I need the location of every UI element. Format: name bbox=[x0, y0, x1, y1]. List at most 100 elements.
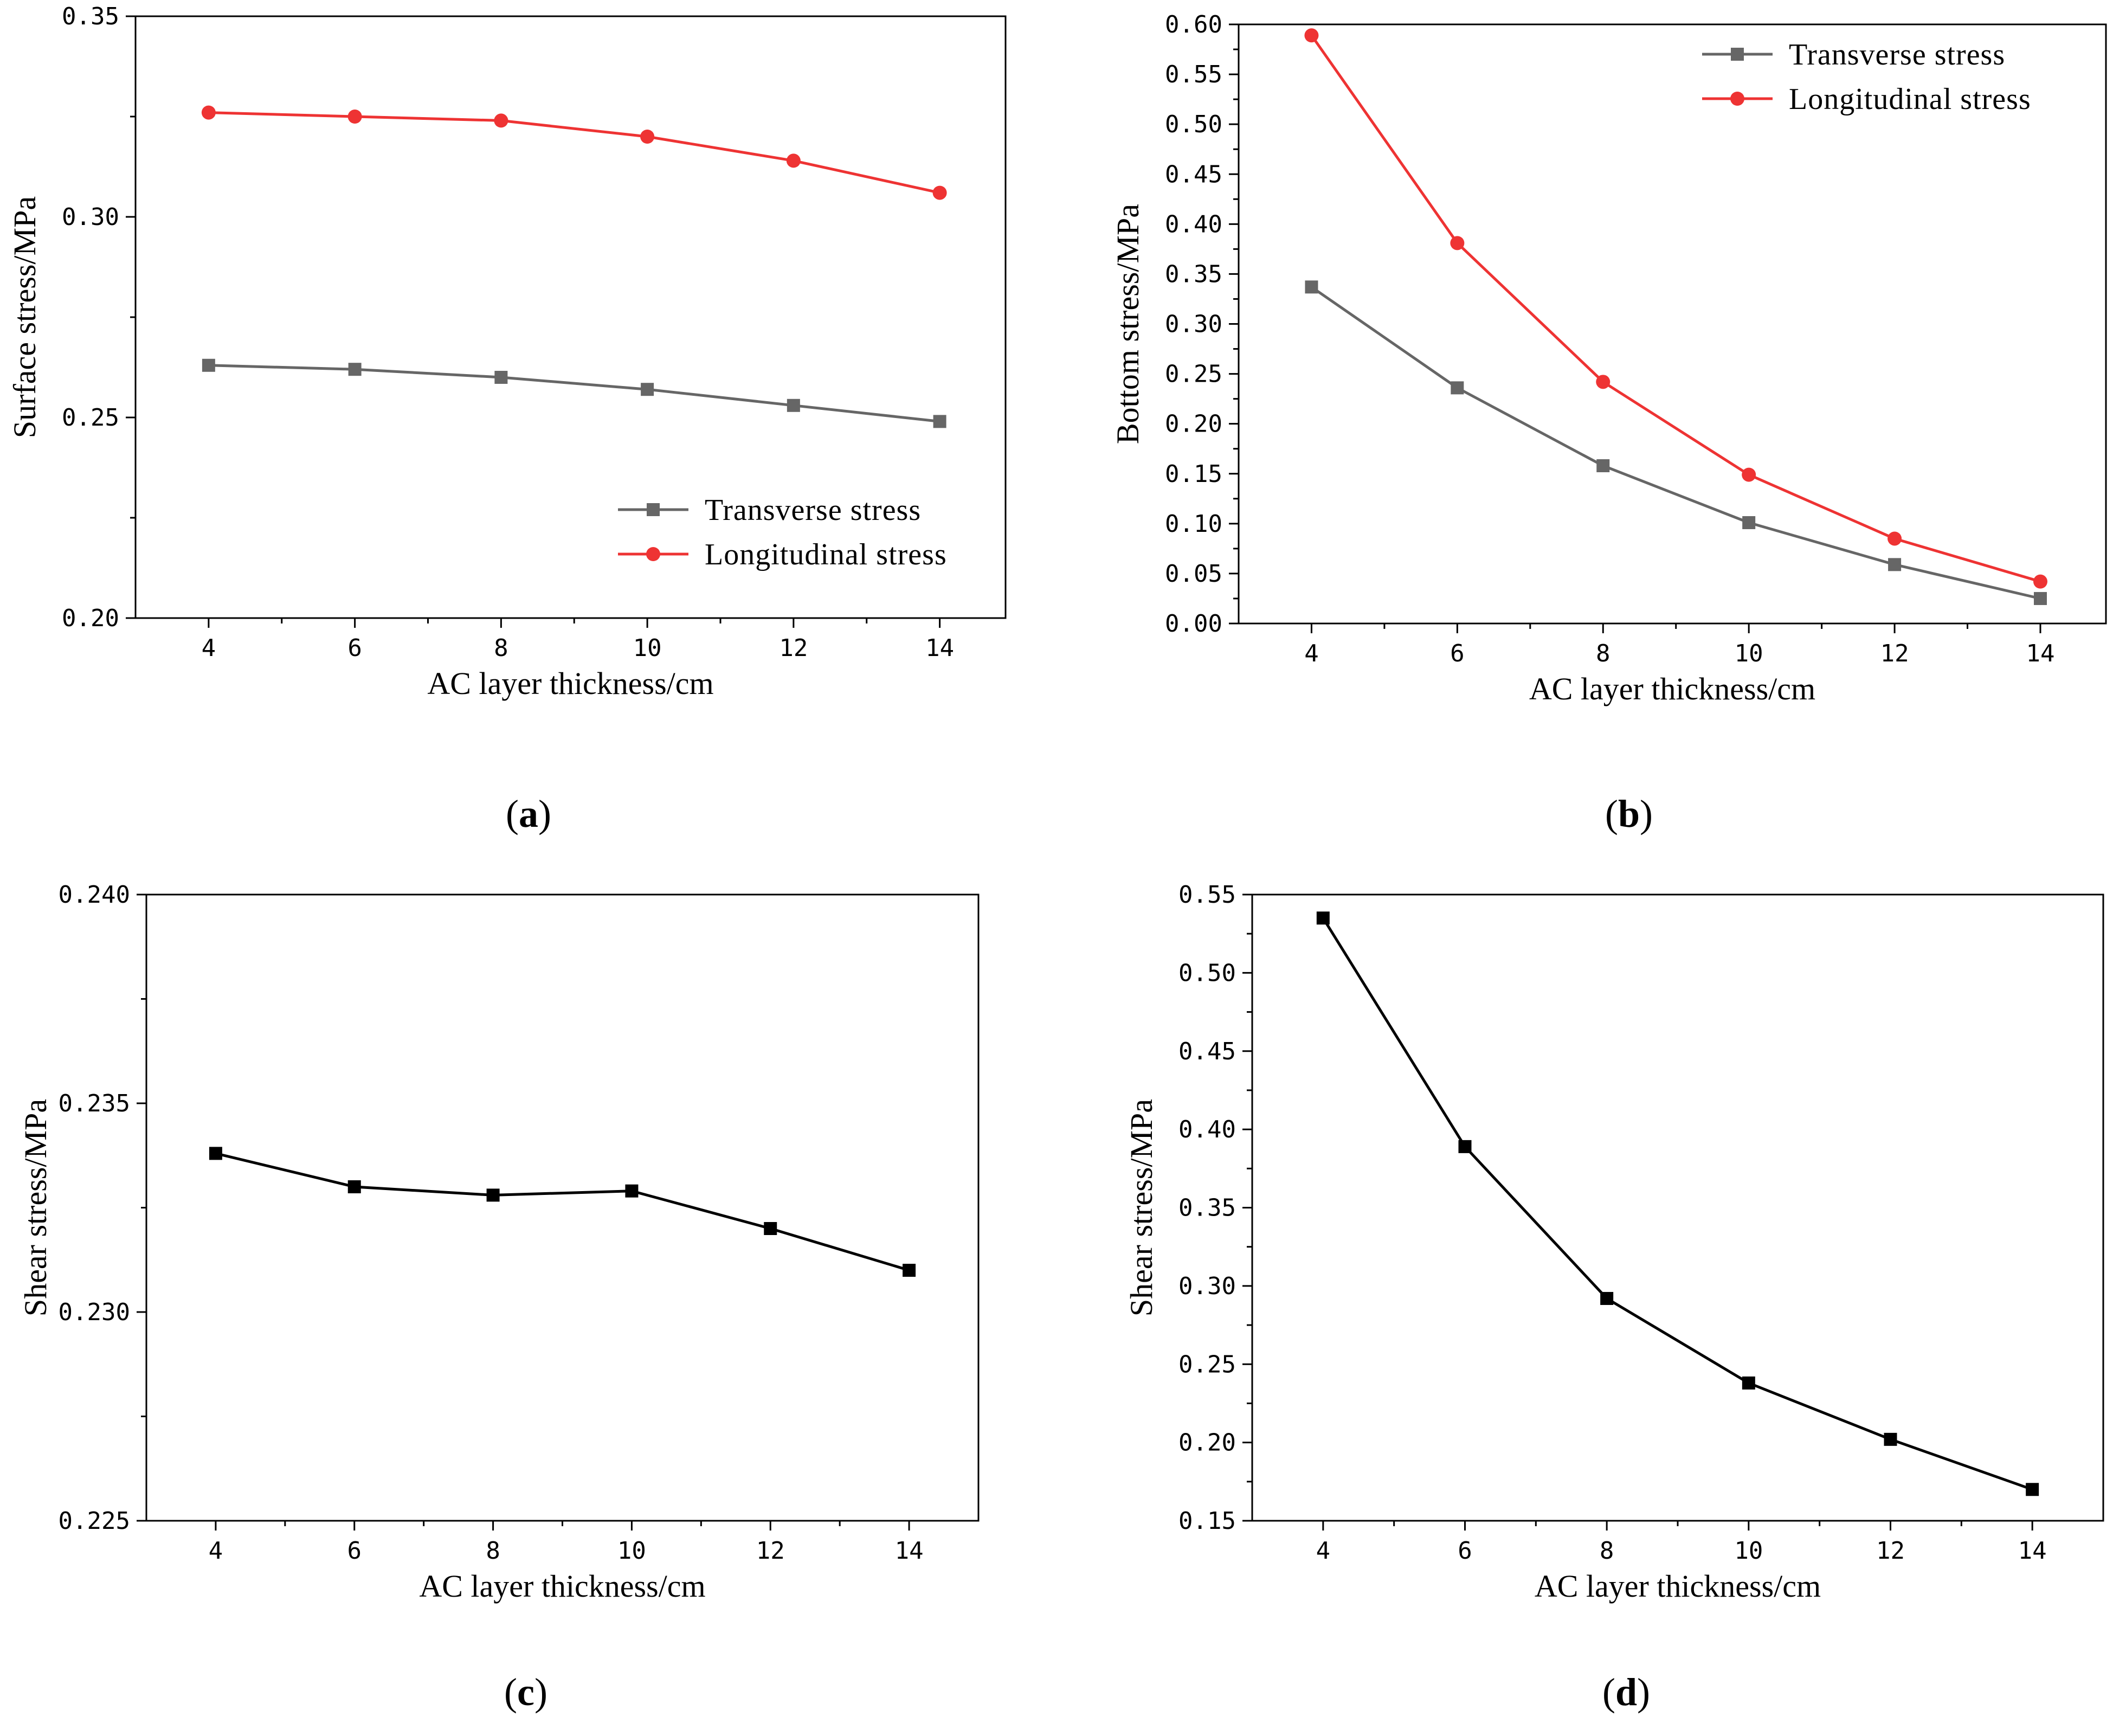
panel-caption: (d) bbox=[1602, 1670, 1650, 1714]
caption-part: c bbox=[517, 1670, 534, 1714]
x-axis-label: AC layer thickness/cm bbox=[419, 1568, 705, 1604]
legend-label: Longitudinal stress bbox=[1789, 82, 2031, 116]
series-line-0 bbox=[1311, 286, 2041, 600]
data-point bbox=[1596, 459, 1610, 473]
data-point bbox=[202, 358, 215, 372]
y-tick-label: 0.60 bbox=[1165, 11, 1222, 38]
data-point bbox=[933, 415, 946, 428]
panel-caption: (c) bbox=[504, 1670, 547, 1714]
legend-marker bbox=[1730, 92, 1744, 106]
y-axis-label: Shear stress/MPa bbox=[1124, 1099, 1159, 1316]
y-tick-label: 0.15 bbox=[1165, 460, 1222, 488]
y-axis-label: Shear stress/MPa bbox=[18, 1099, 53, 1316]
caption-part: a bbox=[519, 792, 538, 835]
x-tick-label: 4 bbox=[1304, 640, 1319, 667]
data-point bbox=[1305, 280, 1318, 294]
y-tick-label: 0.20 bbox=[62, 605, 119, 632]
x-axis-label: AC layer thickness/cm bbox=[427, 666, 713, 701]
data-point bbox=[640, 130, 655, 144]
caption-part: b bbox=[1618, 792, 1640, 835]
data-point bbox=[494, 113, 508, 128]
data-point bbox=[1450, 236, 1465, 250]
y-tick-label: 0.20 bbox=[1178, 1429, 1236, 1457]
caption-part: ( bbox=[506, 792, 519, 835]
chart-panel-b: 0.00 0.05 0.10 0.15 0.20 0.25 0.30 0.35 0.40 0.45… bbox=[1110, 11, 2107, 835]
x-tick-label: 4 bbox=[209, 1537, 223, 1565]
data-point bbox=[209, 1147, 222, 1160]
data-point bbox=[1451, 381, 1464, 395]
x-tick-label: 4 bbox=[202, 634, 216, 662]
chart-panel-a: 0.20 0.25 0.30 0.35 4 6 8 10 12 14 AC layer thickn… bbox=[7, 3, 1007, 835]
series-line-0 bbox=[215, 1152, 910, 1272]
legend-label: Transverse stress bbox=[1789, 38, 2005, 72]
panel-caption: (a) bbox=[506, 792, 551, 835]
y-tick-label: 0.35 bbox=[62, 3, 119, 30]
caption-part: ( bbox=[1602, 1670, 1615, 1714]
data-point bbox=[1600, 1291, 1614, 1305]
data-point bbox=[786, 153, 801, 168]
x-axis-label: AC layer thickness/cm bbox=[1529, 671, 1815, 706]
series-line-1 bbox=[208, 111, 940, 195]
x-tick-label: 10 bbox=[1735, 640, 1763, 667]
y-tick-label: 0.25 bbox=[1178, 1351, 1236, 1378]
x-tick-label: 8 bbox=[486, 1537, 500, 1565]
caption-part: ) bbox=[1637, 1670, 1650, 1714]
data-point bbox=[764, 1222, 777, 1235]
x-tick-label: 12 bbox=[779, 634, 808, 662]
x-tick-label: 12 bbox=[1876, 1537, 1905, 1565]
data-point bbox=[1304, 28, 1319, 43]
x-tick-label: 6 bbox=[347, 634, 362, 662]
y-axis-label: Bottom stress/MPa bbox=[1110, 204, 1145, 444]
x-tick-label: 8 bbox=[1600, 1537, 1614, 1565]
y-tick-label: 0.55 bbox=[1178, 881, 1236, 909]
x-tick-label: 12 bbox=[1880, 640, 1909, 667]
legend-label: Transverse stress bbox=[705, 493, 921, 527]
x-tick-label: 4 bbox=[1316, 1537, 1331, 1565]
series-line-1 bbox=[1310, 34, 2041, 583]
plot-frame bbox=[145, 893, 980, 1522]
x-tick-label: 14 bbox=[925, 634, 954, 662]
caption-part: ( bbox=[504, 1670, 517, 1714]
caption-part: ) bbox=[538, 792, 551, 835]
y-tick-label: 0.50 bbox=[1178, 959, 1236, 987]
caption-part: ) bbox=[534, 1670, 547, 1714]
data-point bbox=[348, 363, 362, 376]
data-point bbox=[1742, 516, 1756, 529]
caption-part: ) bbox=[1640, 792, 1653, 835]
x-tick-label: 10 bbox=[1734, 1537, 1763, 1565]
data-point bbox=[1888, 558, 1902, 571]
data-point bbox=[641, 383, 654, 396]
x-tick-label: 14 bbox=[895, 1537, 924, 1565]
y-tick-label: 0.30 bbox=[1178, 1272, 1236, 1300]
y-tick-label: 0.225 bbox=[59, 1507, 130, 1535]
series-line-0 bbox=[1322, 917, 2033, 1491]
data-point bbox=[787, 398, 800, 412]
caption-part: ( bbox=[1605, 792, 1618, 835]
plot-frame bbox=[134, 15, 1007, 619]
y-tick-label: 0.20 bbox=[1165, 410, 1222, 438]
x-tick-label: 6 bbox=[347, 1537, 362, 1565]
series-line-0 bbox=[208, 364, 940, 423]
y-axis-label: Surface stress/MPa bbox=[7, 196, 42, 438]
data-point bbox=[932, 185, 947, 200]
x-tick-label: 6 bbox=[1458, 1537, 1472, 1565]
data-point bbox=[903, 1264, 916, 1277]
x-tick-label: 12 bbox=[756, 1537, 785, 1565]
data-point bbox=[201, 105, 216, 120]
x-tick-label: 8 bbox=[1596, 640, 1610, 667]
x-tick-label: 10 bbox=[617, 1537, 646, 1565]
y-tick-label: 0.15 bbox=[1178, 1507, 1236, 1535]
y-tick-label: 0.45 bbox=[1165, 160, 1222, 188]
y-tick-label: 0.35 bbox=[1165, 260, 1222, 288]
x-tick-label: 10 bbox=[633, 634, 662, 662]
y-tick-label: 0.40 bbox=[1165, 210, 1222, 238]
y-tick-label: 0.25 bbox=[1165, 361, 1222, 388]
plot-frame bbox=[1251, 893, 2104, 1522]
x-tick-label: 14 bbox=[2026, 640, 2054, 667]
data-point bbox=[2033, 574, 2047, 589]
legend-label: Longitudinal stress bbox=[705, 538, 947, 571]
y-tick-label: 0.230 bbox=[59, 1298, 130, 1326]
legend-marker bbox=[1731, 48, 1744, 61]
caption-part: d bbox=[1615, 1670, 1637, 1714]
